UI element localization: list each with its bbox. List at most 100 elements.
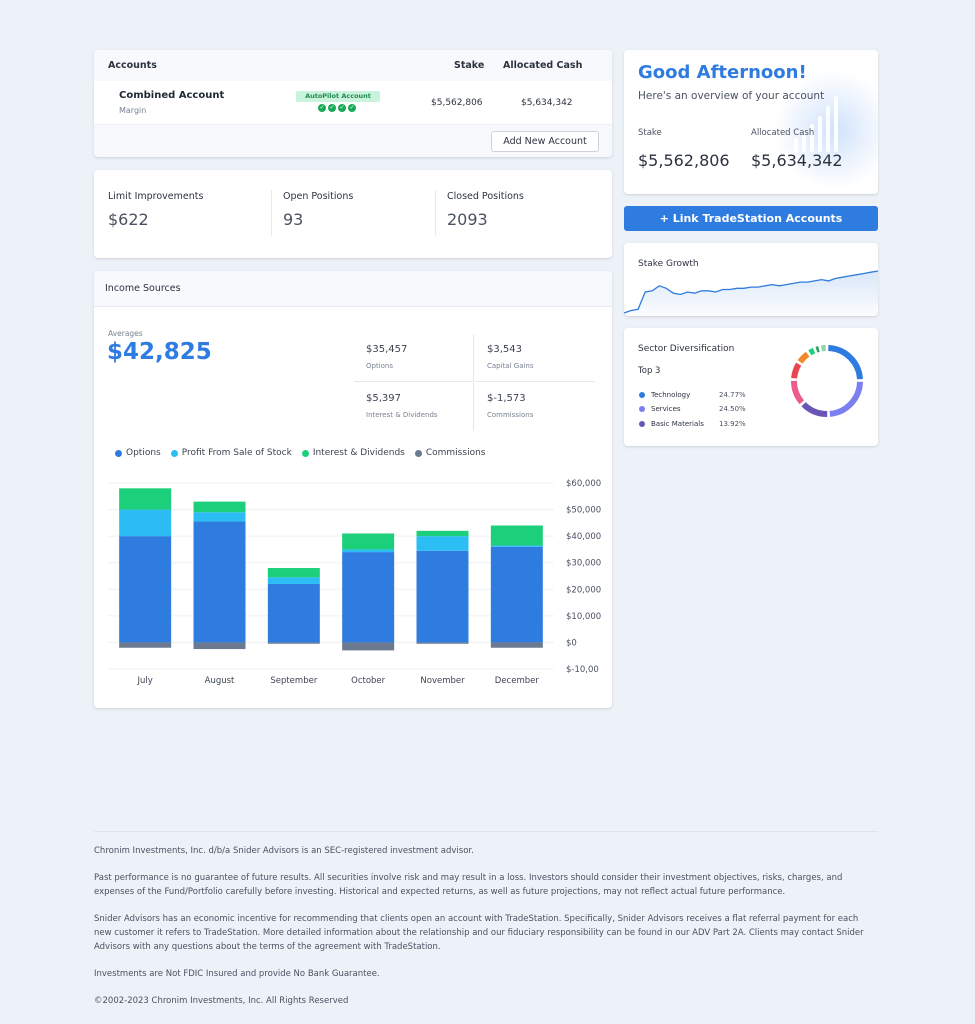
donut-slice[interactable]: [828, 345, 863, 380]
legend-item-profit[interactable]: Profit From Sale of Stock: [170, 448, 292, 458]
footer-disclaimer: Chronim Investments, Inc. d/b/a Snider A…: [94, 831, 878, 1021]
autopilot-badge: AutoPilot Account: [296, 91, 380, 102]
bar-segment[interactable]: [267, 642, 320, 644]
footer-line: ©2002-2023 Chronim Investments, Inc. All…: [94, 996, 349, 1006]
legend-dot: [115, 449, 122, 457]
breakdown-value: $35,457: [366, 344, 408, 355]
check-icon: ✓: [338, 104, 346, 112]
sector-diversification-card: Sector Diversification Top 3 Technology …: [624, 328, 878, 446]
bar-segment[interactable]: [119, 488, 172, 510]
stake-growth-title: Stake Growth: [638, 259, 699, 269]
chart-legend: Options Profit From Sale of Stock Intere…: [115, 448, 485, 458]
legend-item-options[interactable]: Options: [115, 448, 161, 458]
bar-segment[interactable]: [193, 512, 246, 522]
bar-segment[interactable]: [342, 549, 395, 553]
y-tick-label: $-10,00: [566, 665, 599, 675]
accounts-footer: Add New Account: [94, 125, 612, 157]
greeting-subtitle: Here's an overview of your account: [638, 90, 825, 102]
y-tick-label: $60,000: [566, 479, 601, 489]
y-tick-label: $20,000: [566, 585, 601, 595]
donut-slice[interactable]: [791, 362, 802, 379]
footer-line: Chronim Investments, Inc. d/b/a Snider A…: [94, 846, 474, 856]
y-tick-label: $40,000: [566, 532, 601, 542]
x-tick-label: July: [137, 676, 153, 686]
bar-segment[interactable]: [119, 509, 172, 537]
x-tick-label: September: [270, 676, 317, 686]
accounts-title: Accounts: [108, 60, 157, 71]
stake-column-header: Stake: [454, 60, 485, 71]
stat-value: 93: [283, 210, 304, 229]
check-icon: ✓: [318, 104, 326, 112]
check-icon: ✓: [328, 104, 336, 112]
y-tick-label: $0: [566, 638, 577, 648]
sector-name: Technology: [651, 391, 691, 399]
bar-segment[interactable]: [416, 642, 469, 644]
account-cash: $5,634,342: [521, 98, 573, 108]
bar-segment[interactable]: [342, 642, 395, 651]
donut-slice[interactable]: [801, 402, 828, 417]
bar-segment[interactable]: [267, 568, 320, 578]
legend-label: Options: [126, 448, 161, 458]
income-sources-card: Income Sources Averages $42,825 $35,457 …: [94, 271, 612, 708]
account-name[interactable]: Combined Account: [119, 90, 225, 101]
footer-line: Past performance is no guarantee of futu…: [94, 873, 843, 897]
legend-label: Commissions: [425, 448, 486, 458]
bar-segment[interactable]: [267, 583, 320, 643]
y-tick-label: $30,000: [566, 559, 601, 569]
y-tick-label: $10,000: [566, 612, 601, 622]
stake-growth-sparkline: [624, 270, 878, 316]
stat-label: Open Positions: [283, 191, 354, 202]
stat-limit-improvements: Limit Improvements $622: [108, 191, 203, 229]
add-new-account-button[interactable]: Add New Account: [491, 131, 599, 152]
bar-segment[interactable]: [490, 545, 543, 547]
link-button-label: Link TradeStation Accounts: [672, 212, 843, 225]
stat-open-positions: Open Positions 93: [283, 191, 353, 229]
sector-dot: [639, 421, 645, 427]
sector-title: Sector Diversification: [638, 344, 735, 354]
bar-segment[interactable]: [193, 642, 246, 650]
donut-slice[interactable]: [808, 347, 816, 356]
legend-label: Profit From Sale of Stock: [181, 448, 292, 458]
income-header: Income Sources: [94, 271, 612, 307]
bar-segment[interactable]: [193, 521, 246, 643]
donut-slice[interactable]: [829, 381, 863, 417]
plus-icon: +: [659, 212, 673, 225]
legend-label: Interest & Dividends: [312, 448, 405, 458]
breakdown-commissions: $-1,573 Commissions: [475, 383, 595, 431]
breakdown-options: $35,457 Options: [354, 334, 474, 382]
account-stake: $5,562,806: [431, 98, 483, 108]
link-tradestation-button[interactable]: + Link TradeStation Accounts: [624, 206, 878, 231]
breakdown-capital-gains: $3,543 Capital Gains: [475, 334, 595, 382]
bar-segment[interactable]: [490, 546, 543, 643]
bar-segment[interactable]: [267, 577, 320, 584]
footer-line: Investments are Not FDIC Insured and pro…: [94, 969, 380, 979]
stat-label: Limit Improvements: [108, 191, 204, 202]
donut-slice[interactable]: [791, 380, 805, 405]
donut-slice[interactable]: [815, 346, 820, 353]
bar-segment[interactable]: [119, 536, 172, 643]
stat-value: 2093: [447, 210, 488, 229]
breakdown-label: Options: [366, 362, 394, 370]
donut-slice[interactable]: [797, 351, 810, 364]
bar-segment[interactable]: [342, 533, 395, 550]
bar-segment[interactable]: [193, 501, 246, 513]
stake-value: $5,562,806: [638, 151, 730, 170]
stake-growth-card: Stake Growth: [624, 243, 878, 316]
bar-segment[interactable]: [416, 550, 469, 643]
bar-segment[interactable]: [342, 552, 395, 643]
bar-segment[interactable]: [490, 525, 543, 546]
stake-label: Stake: [638, 128, 662, 138]
legend-item-interest[interactable]: Interest & Dividends: [301, 448, 405, 458]
bar-segment[interactable]: [416, 530, 469, 537]
breakdown-label: Commissions: [487, 411, 534, 419]
footer-line: Snider Advisors has an economic incentiv…: [94, 914, 864, 952]
check-icons: ✓ ✓ ✓ ✓: [318, 104, 356, 113]
legend-dot: [170, 449, 178, 457]
bar-segment[interactable]: [119, 642, 172, 648]
divider: [271, 190, 272, 236]
bar-segment[interactable]: [490, 642, 543, 648]
account-row[interactable]: Combined Account Margin $5,562,806 $5,63…: [94, 81, 612, 125]
legend-item-commissions[interactable]: Commissions: [414, 448, 486, 458]
bar-segment[interactable]: [416, 536, 469, 551]
sector-item-technology: Technology 24.77%: [639, 391, 749, 399]
